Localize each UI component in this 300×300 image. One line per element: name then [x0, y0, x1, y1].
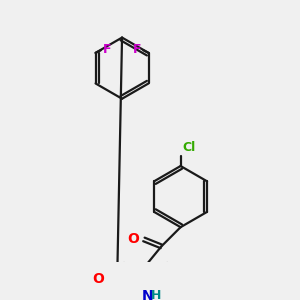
- Text: O: O: [128, 232, 140, 245]
- Text: O: O: [92, 272, 104, 286]
- Text: Cl: Cl: [182, 141, 196, 154]
- Text: F: F: [133, 43, 142, 56]
- Text: H: H: [151, 289, 161, 300]
- Text: N: N: [142, 289, 154, 300]
- Text: F: F: [103, 43, 111, 56]
